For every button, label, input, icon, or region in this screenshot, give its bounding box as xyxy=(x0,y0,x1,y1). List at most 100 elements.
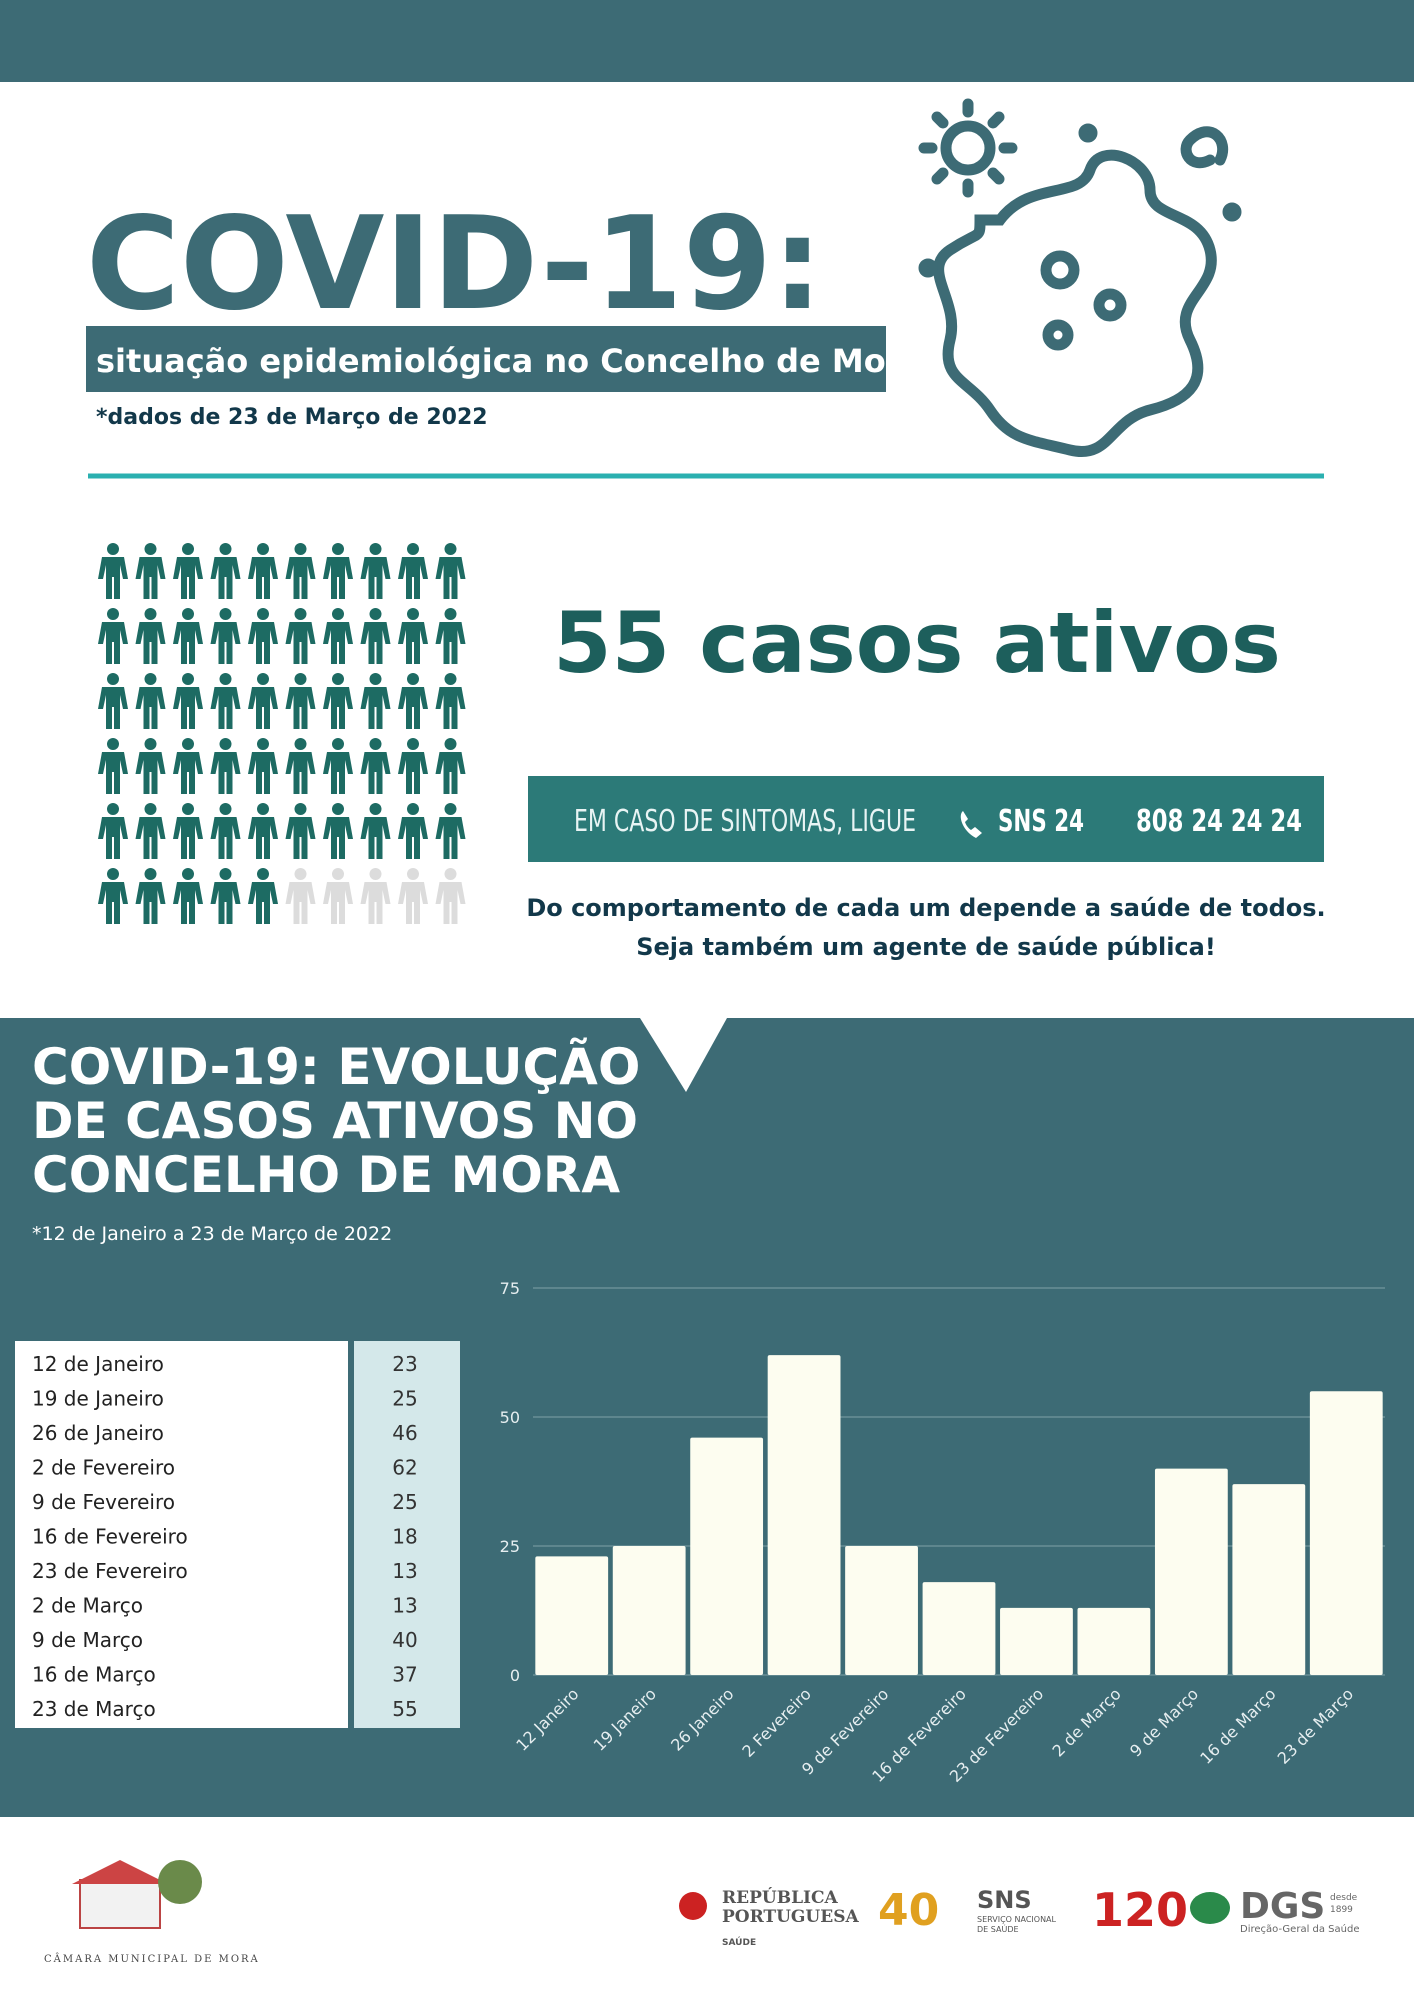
person-icon xyxy=(398,673,428,729)
person-head xyxy=(294,673,307,685)
person-icon xyxy=(435,673,466,729)
person-icon xyxy=(285,673,316,729)
person-icon xyxy=(248,673,278,729)
person-icon xyxy=(323,803,353,859)
person-body xyxy=(210,557,241,599)
table-label: 9 de Fevereiro xyxy=(32,1490,175,1514)
person-head xyxy=(407,738,419,750)
person-icon xyxy=(210,608,241,664)
person-icon xyxy=(248,543,278,599)
person-head xyxy=(332,673,344,685)
person-body xyxy=(173,817,203,859)
dgs-full: Direção-Geral da Saúde xyxy=(1240,1923,1360,1935)
person-body xyxy=(98,882,128,924)
message-line: Do comportamento de cada um depende a sa… xyxy=(526,894,1325,922)
person-icon xyxy=(285,868,316,924)
person-icon xyxy=(173,738,203,794)
sns: SNS xyxy=(977,1886,1032,1914)
person-body xyxy=(285,557,316,599)
person-head xyxy=(332,803,344,815)
person-body xyxy=(360,687,391,729)
person-icon xyxy=(135,868,166,924)
person-icon xyxy=(98,608,128,664)
table-label: 16 de Fevereiro xyxy=(32,1525,188,1549)
person-body xyxy=(435,817,466,859)
person-head xyxy=(107,608,119,620)
person-icon xyxy=(323,608,353,664)
table-value: 25 xyxy=(392,1490,417,1514)
dgs: DGS xyxy=(1240,1886,1325,1927)
bar xyxy=(1309,1391,1383,1675)
person-head xyxy=(257,608,269,620)
person-body xyxy=(360,622,391,664)
bar xyxy=(535,1556,609,1675)
person-head xyxy=(444,803,457,815)
flag-logo xyxy=(679,1892,707,1920)
person-head xyxy=(444,868,457,880)
person-icon xyxy=(323,868,353,924)
person-body xyxy=(98,752,128,794)
person-icon xyxy=(98,803,128,859)
person-icon xyxy=(210,803,241,859)
ministry: SAÚDE xyxy=(722,1936,756,1948)
table-value: 25 xyxy=(392,1387,417,1411)
person-body xyxy=(323,882,353,924)
person-icon xyxy=(135,738,166,794)
person-body xyxy=(135,817,166,859)
person-icon xyxy=(285,803,316,859)
hotline-service: SNS 24 xyxy=(998,804,1084,839)
bar xyxy=(767,1355,841,1675)
table-label: 26 de Janeiro xyxy=(32,1421,164,1445)
person-head xyxy=(144,608,157,620)
person-head xyxy=(369,673,382,685)
top-bar xyxy=(0,0,1414,82)
person-icon xyxy=(398,608,428,664)
table-value: 18 xyxy=(392,1525,417,1549)
person-icon xyxy=(210,673,241,729)
person-body xyxy=(210,687,241,729)
person-body xyxy=(248,557,278,599)
person-head xyxy=(444,673,457,685)
person-body xyxy=(360,557,391,599)
person-icon xyxy=(248,803,278,859)
person-body xyxy=(435,687,466,729)
y-tick-label: 25 xyxy=(500,1537,520,1556)
person-icon xyxy=(248,868,278,924)
person-icon xyxy=(135,543,166,599)
sns-full: DE SAÚDE xyxy=(977,1923,1019,1934)
bar xyxy=(922,1582,996,1675)
notch xyxy=(640,1018,727,1092)
person-body xyxy=(98,687,128,729)
person-body xyxy=(173,622,203,664)
person-body xyxy=(135,557,166,599)
active-headline: 55 casos ativos xyxy=(553,594,1281,692)
person-head xyxy=(332,868,344,880)
chart-title: DE CASOS ATIVOS NO xyxy=(32,1092,638,1150)
person-body xyxy=(323,752,353,794)
virus-icon xyxy=(918,98,1242,458)
subtitle-box xyxy=(86,326,886,392)
person-body xyxy=(398,882,428,924)
person-icon xyxy=(360,608,391,664)
person-head xyxy=(257,868,269,880)
person-body xyxy=(135,752,166,794)
person-body xyxy=(248,687,278,729)
person-head xyxy=(182,738,194,750)
person-icon xyxy=(360,543,391,599)
person-head xyxy=(257,803,269,815)
table-label: 9 de Março xyxy=(32,1628,143,1652)
person-icon xyxy=(210,738,241,794)
person-head xyxy=(107,803,119,815)
person-icon xyxy=(323,738,353,794)
person-body xyxy=(398,752,428,794)
bar xyxy=(1154,1468,1228,1675)
person-head xyxy=(219,868,232,880)
main-title: COVID-19: xyxy=(86,190,823,339)
hotline-bar xyxy=(528,776,1324,862)
person-body xyxy=(435,557,466,599)
person-icon xyxy=(285,543,316,599)
person-head xyxy=(257,673,269,685)
person-head xyxy=(144,543,157,555)
person-icon xyxy=(360,803,391,859)
